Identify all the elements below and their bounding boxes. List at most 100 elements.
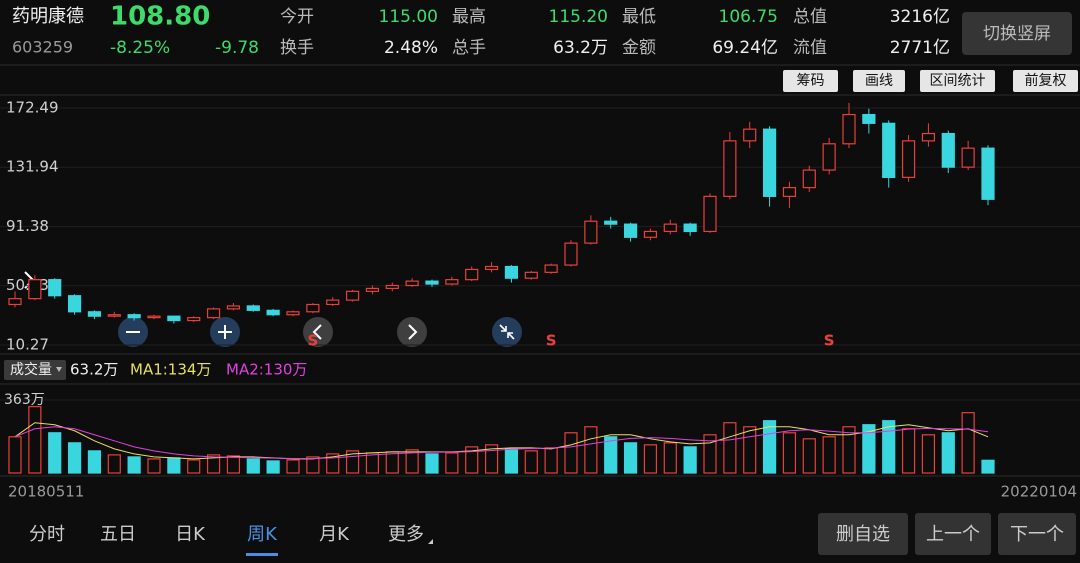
toolbar-button[interactable]	[853, 70, 905, 92]
toolbar-button[interactable]	[1013, 70, 1078, 92]
volume-bar	[723, 422, 737, 474]
action-button[interactable]	[818, 513, 908, 555]
toolbar-button-label[interactable]: 筹码	[797, 72, 825, 89]
candle-body	[127, 314, 141, 319]
moving-average-line	[14, 426, 989, 460]
volume-bar	[663, 442, 677, 474]
volume-bar	[48, 432, 62, 474]
volume-bar	[524, 450, 538, 474]
candle-body	[703, 195, 717, 233]
action-button-label[interactable]: 下一个	[1010, 524, 1064, 545]
tab[interactable]: 月K	[319, 524, 350, 545]
action-button[interactable]	[915, 513, 991, 555]
tab[interactable]: 更多	[388, 524, 424, 545]
volume-bar	[842, 426, 856, 474]
stat-label: 金额	[622, 38, 656, 58]
prev-button[interactable]	[303, 317, 333, 347]
stat-value: 69.24亿	[712, 38, 778, 58]
candle-body	[544, 264, 558, 273]
stat-value: 2.48%	[384, 38, 438, 58]
volume-bar	[941, 432, 955, 474]
candle-body	[723, 140, 737, 197]
candle-body	[623, 223, 638, 238]
candle-body	[365, 287, 380, 292]
tab-underline	[246, 553, 278, 556]
signal-marker: S	[307, 332, 318, 350]
tab[interactable]: 周K	[247, 524, 278, 545]
candle-body	[226, 305, 241, 310]
candle-body	[187, 317, 201, 322]
stat-label: 总值	[793, 7, 827, 27]
volume-bar	[762, 420, 777, 474]
stat-label: 流值	[793, 38, 827, 58]
stat-value: 3216亿	[890, 7, 950, 27]
candle-body	[484, 265, 499, 271]
action-button-label[interactable]: 上一个	[926, 524, 980, 545]
tab[interactable]: 日K	[175, 524, 206, 545]
stat-label: 最高	[452, 7, 486, 27]
volume-bar	[623, 442, 638, 474]
toolbar-button-label[interactable]: 区间统计	[930, 73, 986, 89]
candle-body	[504, 265, 519, 279]
volume-bar	[683, 446, 697, 474]
action-button-label[interactable]: 删自选	[836, 524, 890, 545]
volume-bar	[187, 459, 201, 474]
volume-bar	[564, 432, 578, 474]
zoom-out-button[interactable]	[118, 317, 148, 347]
toolbar-button[interactable]	[783, 70, 838, 92]
tab[interactable]: 分时	[29, 524, 65, 545]
more-icon	[428, 539, 433, 544]
y-tick-label: 50.83	[6, 276, 49, 294]
y-tick-label: 131.94	[6, 158, 59, 176]
candle-body	[643, 230, 658, 238]
volume-bar	[425, 453, 439, 474]
tab[interactable]: 五日	[100, 524, 136, 545]
candle-body	[326, 299, 340, 306]
volume-bar	[8, 436, 22, 474]
volume-selector[interactable]	[4, 360, 66, 380]
toolbar-button[interactable]	[920, 70, 995, 92]
candle-body	[8, 298, 22, 306]
volume-bar	[385, 451, 399, 474]
stat-value: 115.00	[379, 7, 438, 27]
candle-body	[564, 242, 578, 266]
volume-bar	[862, 424, 876, 474]
candle-body	[107, 314, 121, 317]
volume-bar	[882, 420, 896, 474]
next-button[interactable]	[397, 317, 427, 347]
volume-bar	[465, 446, 479, 474]
volume-bar	[206, 454, 221, 474]
shrink-button[interactable]	[492, 317, 522, 347]
zoom-in-button[interactable]	[210, 317, 240, 347]
stat-value: 106.75	[719, 7, 778, 27]
action-button[interactable]	[998, 513, 1076, 555]
change: -9.78	[215, 38, 259, 58]
volume-bar	[484, 444, 499, 474]
candle-body	[882, 122, 896, 178]
volume-bar	[67, 442, 82, 474]
switch-button-label[interactable]: 切换竖屏	[983, 24, 1051, 44]
volume-bar	[147, 458, 161, 474]
toolbar-button-label[interactable]: 画线	[865, 73, 893, 89]
candle-body	[167, 315, 181, 322]
start-date: 20180511	[8, 483, 84, 501]
volume-label[interactable]: 成交量	[10, 361, 52, 378]
volume-bar	[584, 426, 598, 474]
candle-body	[981, 147, 995, 200]
volume-bar	[326, 453, 340, 474]
moving-average-line	[14, 422, 989, 460]
signal-marker: S	[546, 332, 557, 350]
candle-body	[28, 279, 42, 300]
candle-body	[663, 223, 677, 233]
candle-body	[385, 284, 399, 290]
signal-marker: S	[824, 332, 835, 350]
toolbar-button-label[interactable]: 前复权	[1025, 72, 1067, 89]
candle-body	[48, 279, 62, 297]
volume-bar	[127, 456, 141, 474]
candle-body	[425, 280, 439, 285]
candle-body	[802, 169, 816, 189]
switch-button[interactable]	[962, 12, 1072, 55]
volume-bar	[365, 452, 380, 474]
